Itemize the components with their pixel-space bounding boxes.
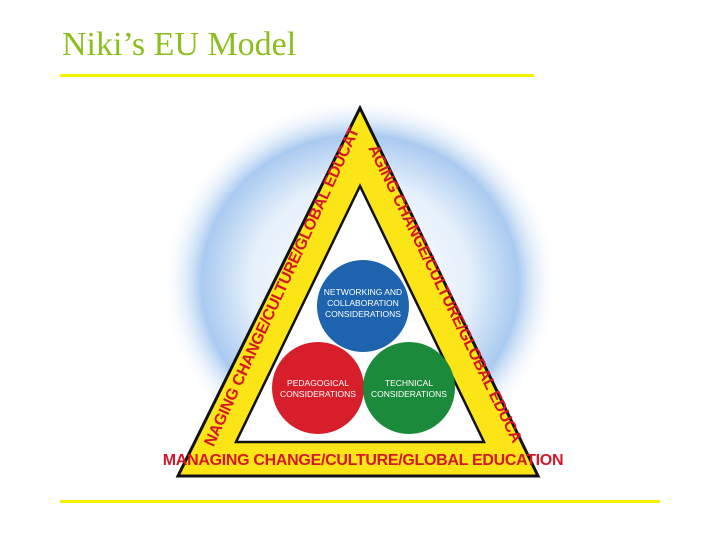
circle-networking: NETWORKING AND COLLABORATION CONSIDERATI… [317,260,409,352]
circle-networking-line-1: NETWORKING AND [324,287,402,297]
footer-rule [60,500,660,503]
band-label-bottom: MANAGING CHANGE/CULTURE/GLOBAL EDUCATION [163,452,563,469]
circle-networking-line-3: CONSIDERATIONS [325,309,401,319]
circle-pedagogical-line-1: PEDAGOGICAL [287,378,349,388]
circle-pedagogical: PEDAGOGICAL CONSIDERATIONS [272,342,364,434]
circle-pedagogical-line-2: CONSIDERATIONS [280,389,356,399]
circle-technical: TECHNICAL CONSIDERATIONS [363,342,455,434]
slide-title: Niki’s EU Model [62,26,297,63]
circle-networking-line-2: COLLABORATION [327,298,399,308]
title-underline [60,74,534,77]
circle-technical-line-2: CONSIDERATIONS [371,389,447,399]
circle-technical-line-1: TECHNICAL [385,378,433,388]
